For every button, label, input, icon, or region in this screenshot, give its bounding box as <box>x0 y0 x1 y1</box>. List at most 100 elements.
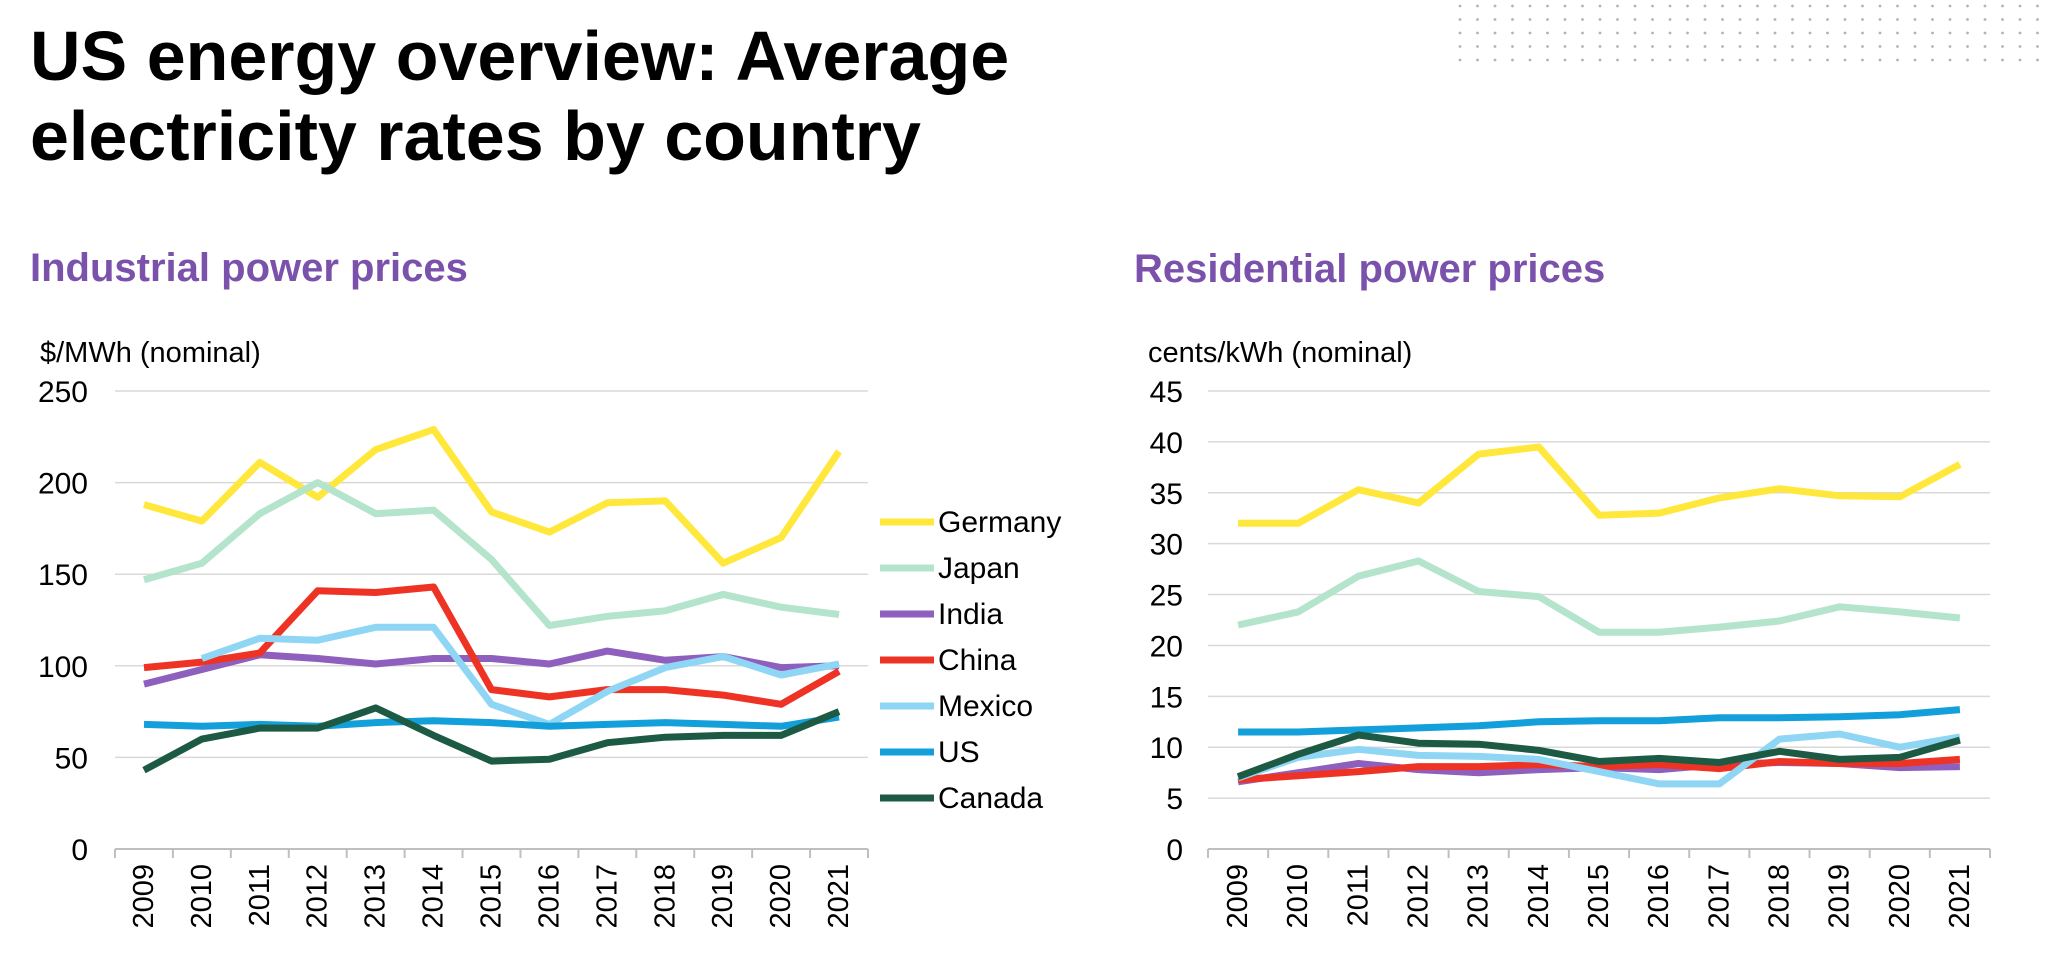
decorative-dot <box>1668 4 1672 8</box>
decorative-dot <box>1931 18 1934 21</box>
residential-y-tick-label: 5 <box>1166 783 1183 816</box>
industrial-x-tick-label-2018: 2018 <box>649 864 681 929</box>
decorative-dot <box>1808 58 1812 62</box>
residential-x-tick-label-2014: 2014 <box>1523 864 1555 929</box>
decorative-dot <box>1476 18 1479 21</box>
residential-series-line-germany <box>1238 443 1962 527</box>
decorative-dot <box>1633 45 1637 48</box>
decorative-dot <box>2036 4 2039 8</box>
industrial-y-tick-label: 200 <box>38 468 88 501</box>
decorative-dot <box>1458 31 1462 35</box>
decorative-dot <box>1528 45 1532 48</box>
decorative-dot <box>1861 4 1864 8</box>
decorative-dot <box>1948 58 1952 62</box>
decorative-dot <box>1756 31 1759 35</box>
decorative-dot <box>1931 4 1934 8</box>
decorative-dot <box>1493 4 1497 8</box>
decorative-dot <box>1703 31 1707 35</box>
residential-x-tick-label-2021: 2021 <box>1944 864 1976 929</box>
decorative-dot <box>1476 4 1479 8</box>
decorative-dot <box>1913 45 1917 48</box>
decorative-dot <box>1668 18 1672 21</box>
decorative-dot <box>1598 45 1602 48</box>
decorative-dot <box>1493 18 1497 21</box>
decorative-dot <box>1826 31 1829 35</box>
decorative-dot <box>1931 45 1934 48</box>
residential-series-line-mexico <box>1236 730 1961 788</box>
page-title: US energy overview: Average electricity … <box>30 16 1230 176</box>
decorative-dot <box>1493 31 1497 35</box>
decorative-dot <box>1896 18 1899 21</box>
decorative-dot <box>1528 18 1532 21</box>
residential-series-line-canada <box>1236 731 1961 780</box>
residential-y-tick-label: 15 <box>1150 681 1183 714</box>
decorative-dot <box>1581 31 1584 35</box>
decorative-dot <box>1651 18 1654 21</box>
decorative-dot <box>1616 31 1619 35</box>
decorative-dot <box>1721 45 1724 48</box>
residential-x-tick-label-2016: 2016 <box>1643 864 1675 929</box>
residential-x-tick-label-2010: 2010 <box>1282 864 1314 929</box>
decorative-dot <box>1843 4 1847 8</box>
decorative-dot <box>1791 58 1794 62</box>
residential-y-tick-label: 0 <box>1166 834 1183 867</box>
decorative-dot <box>1651 4 1654 8</box>
residential-x-tick-label-2011: 2011 <box>1342 864 1374 926</box>
decorative-dot <box>1616 58 1619 62</box>
legend-label-china: China <box>938 644 1017 677</box>
decorative-dot <box>1546 45 1549 48</box>
residential-x-tick-label-2019: 2019 <box>1824 864 1856 929</box>
decorative-dot <box>1546 4 1549 8</box>
industrial-chart-title: Industrial power prices <box>30 246 468 290</box>
legend-label-canada: Canada <box>938 782 1043 815</box>
decorative-dot <box>1686 18 1689 21</box>
decorative-dot <box>1458 45 1462 48</box>
decorative-dot <box>2001 45 2004 48</box>
decorative-dot <box>1721 18 1724 21</box>
residential-x-tick-label-2015: 2015 <box>1583 864 1615 929</box>
decorative-dot <box>2001 31 2004 35</box>
industrial-y-axis-label: $/MWh (nominal) <box>40 337 261 369</box>
decorative-dot <box>1878 45 1882 48</box>
decorative-dot <box>1616 4 1619 8</box>
decorative-dot <box>1861 31 1864 35</box>
decorative-dot <box>1458 4 1462 8</box>
decorative-dot <box>1563 45 1567 48</box>
decorative-dot <box>1773 58 1777 62</box>
decorative-dot <box>1913 18 1917 21</box>
decorative-dot <box>1598 18 1602 21</box>
decorative-dot <box>1983 45 1987 48</box>
decorative-dot <box>1616 45 1619 48</box>
decorative-dot <box>1843 31 1847 35</box>
decorative-dot <box>1896 31 1899 35</box>
residential-x-tick-label-2009: 2009 <box>1222 864 1254 929</box>
decorative-dot <box>1686 31 1689 35</box>
decorative-dot <box>1808 4 1812 8</box>
decorative-dot <box>1791 45 1794 48</box>
industrial-series-line-us <box>143 713 840 730</box>
industrial-x-tick-label-2010: 2010 <box>186 864 218 929</box>
residential-x-tick-label-2013: 2013 <box>1463 864 1495 929</box>
decorative-dot <box>1843 45 1847 48</box>
decorative-dot <box>1511 31 1514 35</box>
decorative-dot <box>1808 31 1812 35</box>
decorative-dot <box>1721 31 1724 35</box>
decorative-dot <box>1563 58 1567 62</box>
legend-label-germany: Germany <box>938 506 1061 539</box>
decorative-dot <box>1511 58 1514 62</box>
legend-label-japan: Japan <box>938 552 1020 585</box>
decorative-dot <box>1476 58 1479 62</box>
decorative-dot <box>1966 31 1969 35</box>
decorative-dot <box>1458 18 1462 21</box>
decorative-dot <box>1581 45 1584 48</box>
decorative-dot <box>1931 58 1934 62</box>
industrial-x-tick-label-2015: 2015 <box>476 864 508 929</box>
industrial-series-line-mexico <box>200 623 840 728</box>
decorative-dot <box>1721 58 1724 62</box>
decorative-dot <box>1756 4 1759 8</box>
industrial-y-tick-label: 50 <box>55 742 88 775</box>
decorative-dot <box>1686 45 1689 48</box>
decorative-dot <box>1528 31 1532 35</box>
residential-y-tick-label: 10 <box>1150 732 1183 765</box>
